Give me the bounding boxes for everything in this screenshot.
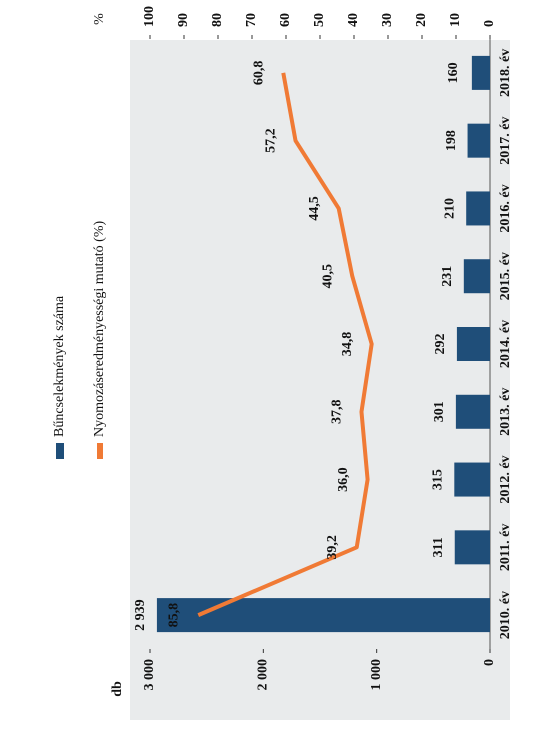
- y2-tick-label: 30: [380, 13, 395, 27]
- x-tick-label: 2017. év: [498, 117, 513, 165]
- x-tick-label: 2018. év: [498, 49, 513, 97]
- bar-value-label: 311: [431, 537, 446, 557]
- bar: [456, 395, 490, 429]
- line-value-label: 85,8: [166, 603, 181, 628]
- legend-swatch: [56, 443, 64, 459]
- bar: [464, 259, 490, 293]
- x-tick-label: 2016. év: [498, 184, 513, 232]
- x-tick-label: 2013. év: [498, 388, 513, 436]
- bar-value-label: 2 939: [133, 599, 148, 631]
- y2-tick-label: 90: [176, 13, 191, 27]
- line-value-label: 39,2: [325, 535, 340, 560]
- bar: [466, 191, 490, 225]
- legend-label: Bűncselekmények száma: [52, 295, 67, 437]
- y2-tick-label: 10: [448, 13, 463, 27]
- bar: [457, 327, 490, 361]
- y-tick-label: 3 000: [142, 659, 157, 691]
- line-value-label: 34,8: [340, 332, 355, 357]
- y-tick-label: 0: [482, 659, 497, 666]
- y2-axis-label: %: [92, 13, 107, 25]
- x-tick-label: 2014. év: [498, 320, 513, 368]
- y2-tick-label: 100: [142, 6, 157, 27]
- legend-label: Nyomozáseredményességi mutató (%): [92, 221, 107, 437]
- y-tick-label: 2 000: [256, 659, 271, 691]
- bar: [157, 598, 490, 632]
- y2-tick-label: 80: [210, 13, 225, 27]
- page: {"chart_data": {"type": "combo", "y_labe…: [0, 0, 540, 734]
- bar-value-label: 160: [446, 62, 461, 83]
- line-value-label: 37,8: [330, 400, 345, 425]
- x-tick-label: 2015. év: [498, 252, 513, 300]
- line-value-label: 36,0: [336, 467, 351, 492]
- bar-value-label: 198: [444, 130, 459, 151]
- y2-tick-label: 20: [414, 13, 429, 27]
- y2-tick-label: 0: [482, 20, 497, 27]
- bar: [468, 124, 490, 158]
- x-tick-label: 2010. év: [498, 591, 513, 639]
- line-value-label: 60,8: [251, 61, 266, 86]
- y2-tick-label: 60: [278, 13, 293, 27]
- bar-value-label: 210: [442, 198, 457, 219]
- chart: 0 1 000 2 000 3 000 0 10 20 30 40 50 60 70 80 90 100 db…: [0, 0, 540, 729]
- bar-value-label: 292: [433, 334, 448, 355]
- bar: [454, 463, 490, 497]
- line-value-label: 44,5: [307, 196, 322, 221]
- y2-tick-label: 50: [312, 13, 327, 27]
- bar: [472, 56, 490, 90]
- y-tick-label: 1 000: [369, 659, 384, 691]
- y2-tick-label: 70: [244, 13, 259, 27]
- bar-value-label: 315: [431, 469, 446, 490]
- bar: [455, 530, 490, 564]
- line-value-label: 57,2: [264, 128, 279, 153]
- x-tick-label: 2012. év: [498, 455, 513, 503]
- bar-value-label: 231: [440, 266, 455, 287]
- y2-tick-label: 40: [346, 13, 361, 27]
- y-axis-label: db: [110, 681, 125, 697]
- line-value-label: 40,5: [321, 264, 336, 289]
- bar-value-label: 301: [432, 401, 447, 422]
- x-tick-label: 2011. év: [498, 524, 513, 571]
